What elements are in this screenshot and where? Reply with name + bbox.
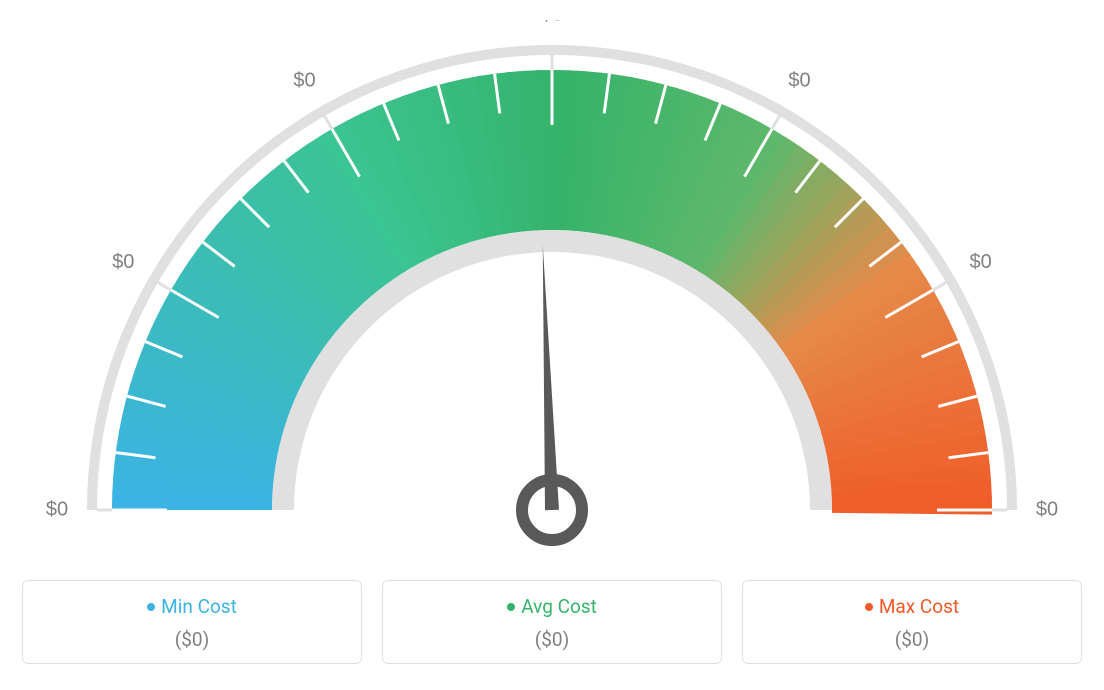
gauge-scale-label: $0 (541, 20, 563, 25)
legend-box: Min Cost ($0) (22, 580, 362, 664)
gauge-chart: $0 $0 $0 $0 $0 $0 $0 (20, 20, 1084, 570)
gauge-svg: $0 $0 $0 $0 $0 $0 $0 (20, 20, 1084, 570)
gauge-scale-label: $0 (788, 70, 810, 92)
legend-title: Max Cost (743, 595, 1081, 618)
legend-title: Min Cost (23, 595, 361, 618)
gauge-scale-label: $0 (112, 251, 134, 273)
legend-value: ($0) (743, 628, 1081, 651)
gauge-scale-label: $0 (46, 498, 68, 520)
legend-value: ($0) (23, 628, 361, 651)
gauge-major-tick (933, 283, 946, 291)
bullet-icon (865, 603, 873, 611)
gauge-needle (543, 245, 559, 510)
gauge-major-tick (325, 116, 333, 129)
legend-value: ($0) (383, 628, 721, 651)
legend-row: Min Cost ($0) Avg Cost ($0) Max Cost ($0) (20, 580, 1084, 664)
gauge-scale-label: $0 (1036, 498, 1058, 520)
bullet-icon (147, 603, 155, 611)
legend-label-text: Avg Cost (521, 595, 597, 618)
gauge-scale-label: $0 (293, 70, 315, 92)
gauge-major-tick (772, 116, 780, 129)
bullet-icon (507, 603, 515, 611)
legend-box: Max Cost ($0) (742, 580, 1082, 664)
legend-label-text: Min Cost (161, 595, 237, 618)
gauge-scale-label: $0 (970, 251, 992, 273)
gauge-major-tick (158, 283, 171, 291)
legend-title: Avg Cost (383, 595, 721, 618)
legend-label-text: Max Cost (879, 595, 959, 618)
legend-box: Avg Cost ($0) (382, 580, 722, 664)
